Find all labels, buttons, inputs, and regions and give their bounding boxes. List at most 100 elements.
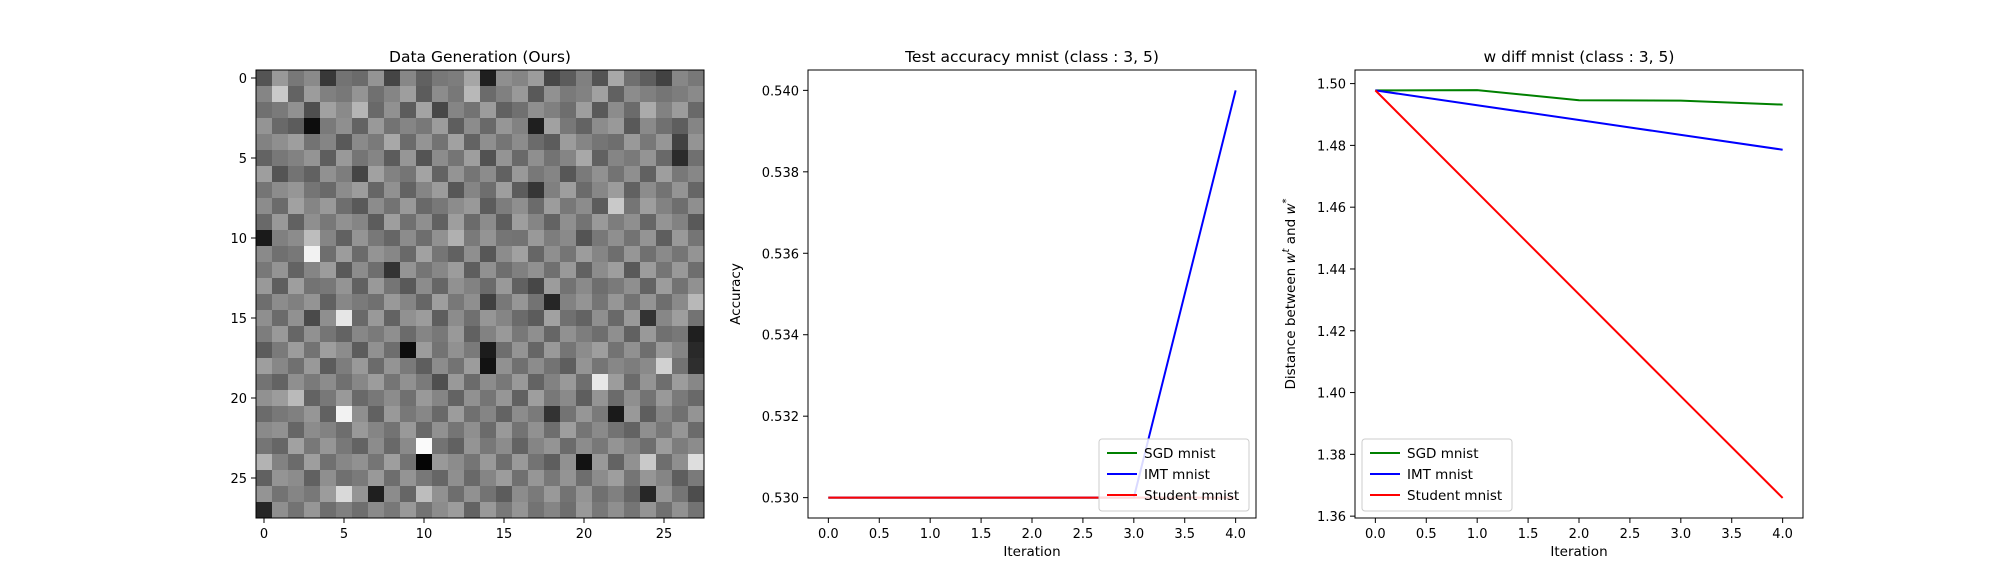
heatmap-cell [592, 358, 609, 375]
heatmap-cell [288, 118, 305, 135]
heatmap-cell [384, 374, 401, 391]
heatmap-cell [512, 166, 529, 183]
heatmap-cell [400, 214, 417, 231]
heatmap-cell [384, 486, 401, 503]
heatmap-cell [464, 102, 481, 119]
heatmap-cell [288, 342, 305, 359]
heatmap-cell [368, 102, 385, 119]
heatmap-cell [560, 150, 577, 167]
heatmap-cell [624, 198, 641, 215]
heatmap-cell [336, 102, 353, 119]
heatmap-cell [352, 70, 369, 87]
accuracy-xtick-label: 1.0 [920, 527, 941, 542]
heatmap-cell [608, 278, 625, 295]
heatmap-cell [592, 70, 609, 87]
heatmap-cell [496, 278, 513, 295]
heatmap-cell [576, 230, 593, 247]
heatmap-cell [592, 166, 609, 183]
heatmap-cell [512, 198, 529, 215]
heatmap-cell [400, 86, 417, 103]
heatmap-cell [656, 454, 673, 471]
heatmap-cell [640, 326, 657, 343]
heatmap-cell [256, 310, 273, 327]
heatmap-cell [464, 342, 481, 359]
heatmap-cell [272, 70, 289, 87]
heatmap-cell [672, 422, 689, 439]
heatmap-cell [688, 182, 705, 199]
heatmap-cell [464, 422, 481, 439]
heatmap-cell [640, 86, 657, 103]
heatmap-cell [432, 422, 449, 439]
heatmap-cell [368, 310, 385, 327]
heatmap-cell [336, 374, 353, 391]
heatmap-cell [672, 86, 689, 103]
heatmap-cell [416, 406, 433, 423]
heatmap-cell [320, 342, 337, 359]
heatmap-cell [512, 326, 529, 343]
heatmap-cell [256, 182, 273, 199]
heatmap-cell [288, 86, 305, 103]
heatmap-cell [480, 262, 497, 279]
heatmap-cell [320, 118, 337, 135]
heatmap-cell [368, 214, 385, 231]
heatmap-cell [448, 278, 465, 295]
heatmap-cell [336, 438, 353, 455]
heatmap-cell [512, 486, 529, 503]
heatmap-cell [672, 454, 689, 471]
heatmap-cell [512, 118, 529, 135]
heatmap-cell [272, 342, 289, 359]
heatmap-cell [480, 182, 497, 199]
heatmap-cell [688, 118, 705, 135]
wdiff-legend-box [1361, 438, 1513, 512]
heatmap-cell [448, 118, 465, 135]
heatmap-cell [528, 406, 545, 423]
heatmap-cell [384, 310, 401, 327]
heatmap-cell [400, 166, 417, 183]
heatmap-cell [560, 326, 577, 343]
heatmap-cell [640, 390, 657, 407]
heatmap-cell [544, 422, 561, 439]
heatmap-cell [272, 454, 289, 471]
accuracy-xtick-label: 2.5 [1073, 527, 1094, 542]
heatmap-cell [272, 422, 289, 439]
heatmap-cell [672, 150, 689, 167]
heatmap-cell [448, 150, 465, 167]
heatmap-cell [448, 422, 465, 439]
heatmap-cell [320, 502, 337, 519]
heatmap-xtick-label: 10 [416, 527, 433, 542]
heatmap-cell [352, 278, 369, 295]
heatmap-cell [512, 294, 529, 311]
heatmap-cell [384, 390, 401, 407]
heatmap-cell [480, 470, 497, 487]
heatmap-cell [480, 502, 497, 519]
heatmap-cell [672, 406, 689, 423]
heatmap-cell [512, 246, 529, 263]
heatmap-cell [304, 374, 321, 391]
heatmap-cell [624, 438, 641, 455]
heatmap-cell [656, 102, 673, 119]
heatmap-cell [608, 438, 625, 455]
heatmap-cell [432, 326, 449, 343]
heatmap-cell [400, 502, 417, 519]
accuracy-legend: SGD mnist IMT mnist Student mnist [1098, 438, 1250, 512]
heatmap-cell [320, 278, 337, 295]
heatmap-cell [320, 486, 337, 503]
heatmap-cell [560, 390, 577, 407]
heatmap-cell [512, 230, 529, 247]
heatmap-cell [352, 502, 369, 519]
heatmap-cell [416, 262, 433, 279]
heatmap-cell [352, 166, 369, 183]
heatmap-cell [304, 454, 321, 471]
heatmap-cell [624, 262, 641, 279]
heatmap-cell [688, 454, 705, 471]
heatmap-cell [448, 326, 465, 343]
heatmap-cell [352, 454, 369, 471]
heatmap-cell [576, 502, 593, 519]
heatmap-cell [256, 150, 273, 167]
heatmap-cell [320, 102, 337, 119]
heatmap-cell [688, 230, 705, 247]
heatmap-cell [448, 406, 465, 423]
heatmap-cell [608, 342, 625, 359]
heatmap-cell [304, 310, 321, 327]
heatmap-cell [544, 358, 561, 375]
